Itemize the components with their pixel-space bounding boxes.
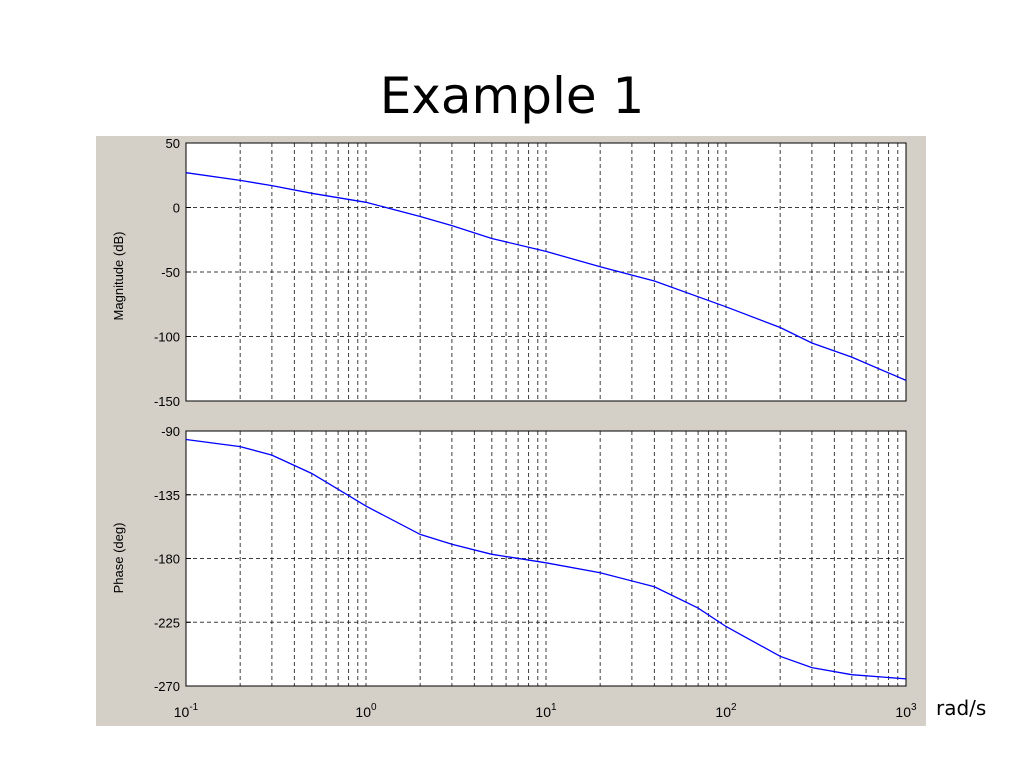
magnitude-series-line	[185, 172, 907, 381]
x-tick-exponent: -1	[189, 702, 198, 713]
x-tick-label: 100	[355, 702, 377, 720]
bode-plot-figure: 50 0 -50 -100 -150 Magnitude (dB) -90 -135 -180…	[96, 136, 926, 726]
y-tick-label: -100	[154, 330, 180, 345]
slide-title: Example 1	[379, 67, 645, 125]
y-axis-label: Magnitude (dB)	[111, 232, 126, 321]
x-tick-label: 10-1	[174, 702, 199, 720]
x-tick-label: 102	[715, 702, 737, 720]
phase-series-line	[185, 438, 907, 680]
x-tick-base: 10	[895, 704, 911, 720]
x-tick-exponent: 1	[551, 702, 557, 713]
x-tick-exponent: 3	[911, 702, 917, 713]
magnitude-panel: 50 0 -50 -100 -150 Magnitude (dB)	[111, 136, 907, 409]
bode-plot-svg: 50 0 -50 -100 -150 Magnitude (dB) -90 -135 -180…	[111, 136, 917, 720]
x-tick-label: 101	[535, 702, 557, 720]
x-tick-base: 10	[355, 704, 371, 720]
y-tick-label: -90	[161, 424, 180, 439]
y-tick-label: -270	[154, 679, 180, 694]
y-tick-label: -135	[154, 488, 180, 503]
x-tick-label: 103	[895, 702, 917, 720]
x-tick-base: 10	[174, 704, 190, 720]
y-tick-label: 0	[173, 201, 180, 216]
x-tick-base: 10	[715, 704, 731, 720]
y-tick-label: -225	[154, 615, 180, 630]
y-tick-label: -180	[154, 552, 180, 567]
y-axis-label: Phase (deg)	[111, 523, 126, 594]
y-tick-label: -150	[154, 394, 180, 409]
x-tick-exponent: 2	[731, 702, 737, 713]
x-tick-exponent: 0	[371, 702, 377, 713]
x-tick-base: 10	[535, 704, 551, 720]
frequency-unit-label: rad/s	[936, 696, 987, 720]
y-tick-label: -50	[161, 265, 180, 280]
y-tick-label: 50	[166, 136, 180, 151]
